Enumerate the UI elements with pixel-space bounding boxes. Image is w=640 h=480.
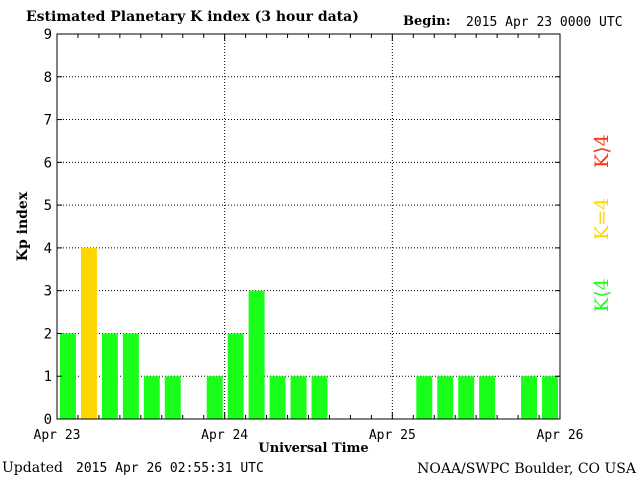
axis-ticks [56,33,561,420]
begin-label: Begin: [403,14,451,29]
y-tick-label: 7 [44,113,52,129]
y-tick-label: 8 [44,70,52,86]
x-tick-label: Apr 25 [369,428,416,443]
kp-bar [80,247,97,419]
kp-bar [164,376,181,419]
kp-bar [458,376,475,419]
kp-bar [521,376,538,419]
legend-low: K⟨4 [591,278,613,312]
kp-bar [416,376,433,419]
x-tick-label: Apr 26 [537,428,584,443]
y-tick-label: 3 [44,284,52,300]
y-tick-label: 9 [44,27,52,43]
kp-bar [101,333,118,419]
x-tick-label: Apr 23 [34,428,81,443]
kp-bar [542,376,558,419]
y-tick-label: 5 [44,198,52,214]
kp-bar [479,376,496,419]
y-tick-label: 6 [44,155,52,171]
updated-value: 2015 Apr 26 02:55:31 UTC [76,461,264,476]
credit-label: NOAA/SWPC Boulder, CO USA [417,461,636,477]
kp-bar [206,376,223,419]
kp-bar [122,333,139,419]
chart-title: Estimated Planetary K index (3 hour data… [26,9,359,25]
kp-bar [227,333,244,419]
kp-bar [437,376,454,419]
begin-value: 2015 Apr 23 0000 UTC [466,15,623,30]
kp-bar [60,333,76,419]
kp-bar [269,376,286,419]
kp-bar [290,376,307,419]
y-axis-label: Kp index [15,191,31,261]
grid-lines [57,34,560,419]
x-tick-label: Apr 24 [201,428,248,443]
axis-labels: 0 1 2 3 4 5 6 7 8 9 Apr 23 Apr 24 Apr 25 Apr 26 Univer… [15,27,583,456]
legend-equal: K=4 [591,197,613,240]
kp-bars [60,247,558,419]
y-tick-label: 0 [44,412,52,428]
legend-high: K⟩4 [591,134,613,168]
y-tick-label: 2 [44,326,52,342]
y-tick-label: 1 [44,369,52,385]
updated-label: Updated [2,460,63,476]
y-tick-label: 4 [44,241,52,257]
kp-bar [143,376,160,419]
x-axis-label: Universal Time [258,441,368,456]
kp-bar [248,290,265,419]
kp-bar [311,376,328,419]
